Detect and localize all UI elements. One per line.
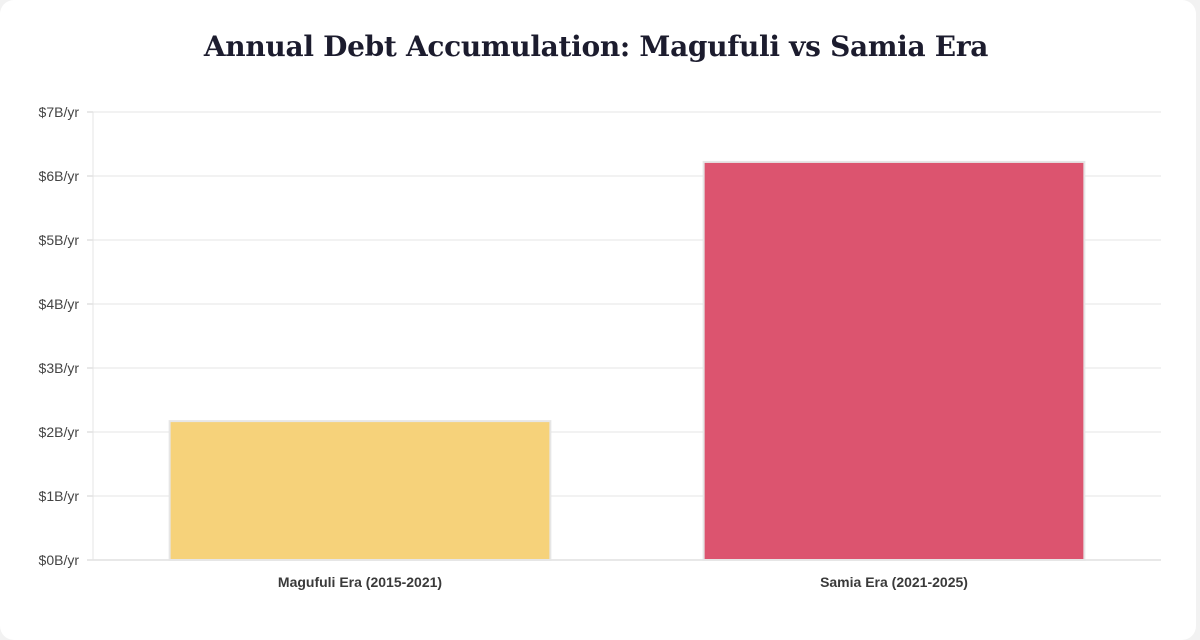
y-tick-label: $2B/yr	[39, 424, 80, 440]
x-tick-label: Samia Era (2021-2025)	[820, 574, 968, 590]
y-tick-label: $0B/yr	[39, 552, 80, 568]
x-tick-label: Magufuli Era (2015-2021)	[278, 574, 442, 590]
chart-title: Annual Debt Accumulation: Magufuli vs Sa…	[203, 30, 989, 63]
bar-chart: $0B/yr $1B/yr $2B/yr $3B/yr $4B/yr $5B/yr $6B/…	[39, 104, 1161, 590]
y-tick-label: $3B/yr	[39, 360, 80, 376]
x-axis: Magufuli Era (2015-2021) Samia Era (2021-…	[278, 574, 968, 590]
y-tick-label: $1B/yr	[39, 488, 80, 504]
bars	[168, 160, 1086, 561]
y-tick-label: $7B/yr	[39, 104, 80, 120]
y-axis: $0B/yr $1B/yr $2B/yr $3B/yr $4B/yr $5B/yr $6B/…	[39, 104, 80, 568]
bar-magufuli-era[interactable]	[168, 420, 552, 561]
bar-samia-era[interactable]	[702, 160, 1086, 561]
y-tick-label: $4B/yr	[39, 296, 80, 312]
y-tick-label: $6B/yr	[39, 168, 80, 184]
y-tick-label: $5B/yr	[39, 232, 80, 248]
